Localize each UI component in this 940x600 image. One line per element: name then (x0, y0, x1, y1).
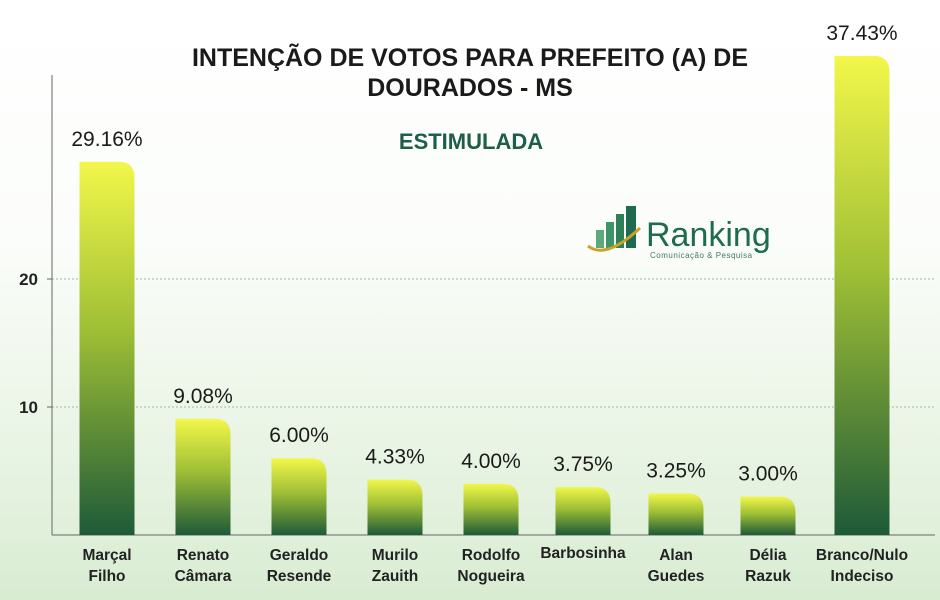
chart-subtitle: ESTIMULADA (399, 129, 543, 154)
bar (175, 418, 231, 535)
data-label: 3.00% (738, 463, 798, 486)
chart-title-line-1: INTENÇÃO DE VOTOS PARA PREFEITO (A) DE (192, 42, 748, 72)
data-label: 6.00% (269, 424, 329, 447)
x-tick-label: Rodolfo (462, 547, 521, 564)
data-label: 3.25% (646, 459, 706, 482)
tick-layer: 10 20 (19, 270, 52, 417)
bar (648, 493, 704, 535)
data-label: 3.75% (553, 453, 613, 476)
x-tick-label: Renato (177, 547, 230, 564)
x-tick-label: Nogueira (457, 568, 525, 585)
bar-chart-logo-icon (587, 206, 642, 252)
bar (740, 496, 796, 535)
x-tick-label: Zauith (372, 568, 419, 585)
y-tick-label: 10 (19, 398, 38, 417)
logo-name: Ranking (646, 216, 771, 254)
bar (463, 483, 519, 535)
ranking-logo: Ranking Comunicação & Pesquisa (587, 206, 771, 260)
x-tick-label: Resende (267, 568, 332, 585)
x-tick-label: Branco/Nulo (816, 547, 908, 564)
x-tick-label: Câmara (175, 568, 232, 585)
data-label: 29.16% (71, 128, 142, 151)
grid-layer (52, 278, 935, 408)
x-tick-label: Marçal (82, 547, 131, 564)
data-label: 37.43% (826, 22, 897, 45)
bar (271, 458, 327, 535)
bar (555, 487, 611, 535)
x-tick-label: Geraldo (270, 547, 329, 564)
x-tick-label: Alan (659, 547, 693, 564)
bar-layer (79, 55, 890, 536)
chart-title-line-2: DOURADOS - MS (367, 74, 573, 102)
bar (79, 161, 135, 535)
x-tick-label: Barbosinha (540, 545, 626, 562)
bar (367, 479, 423, 535)
category-layer: Marçal Filho Renato Câmara Geraldo Resende Mur… (82, 545, 908, 585)
x-tick-label: Indeciso (831, 568, 894, 585)
x-tick-label: Murilo (372, 547, 419, 564)
logo-tagline: Comunicação & Pesquisa (650, 251, 753, 260)
x-tick-label: Délia (749, 547, 786, 564)
data-label-layer: 29.16% 9.08% 6.00% 4.33% 4.00% 3.75% 3.25% 3.00… (71, 22, 897, 486)
x-tick-label: Razuk (745, 568, 791, 585)
data-label: 4.33% (365, 446, 425, 469)
bar (834, 55, 890, 536)
data-label: 4.00% (461, 450, 521, 473)
y-tick-label: 20 (19, 270, 38, 289)
x-tick-label: Guedes (648, 568, 705, 585)
x-tick-label: Filho (88, 568, 125, 585)
data-label: 9.08% (173, 385, 233, 408)
